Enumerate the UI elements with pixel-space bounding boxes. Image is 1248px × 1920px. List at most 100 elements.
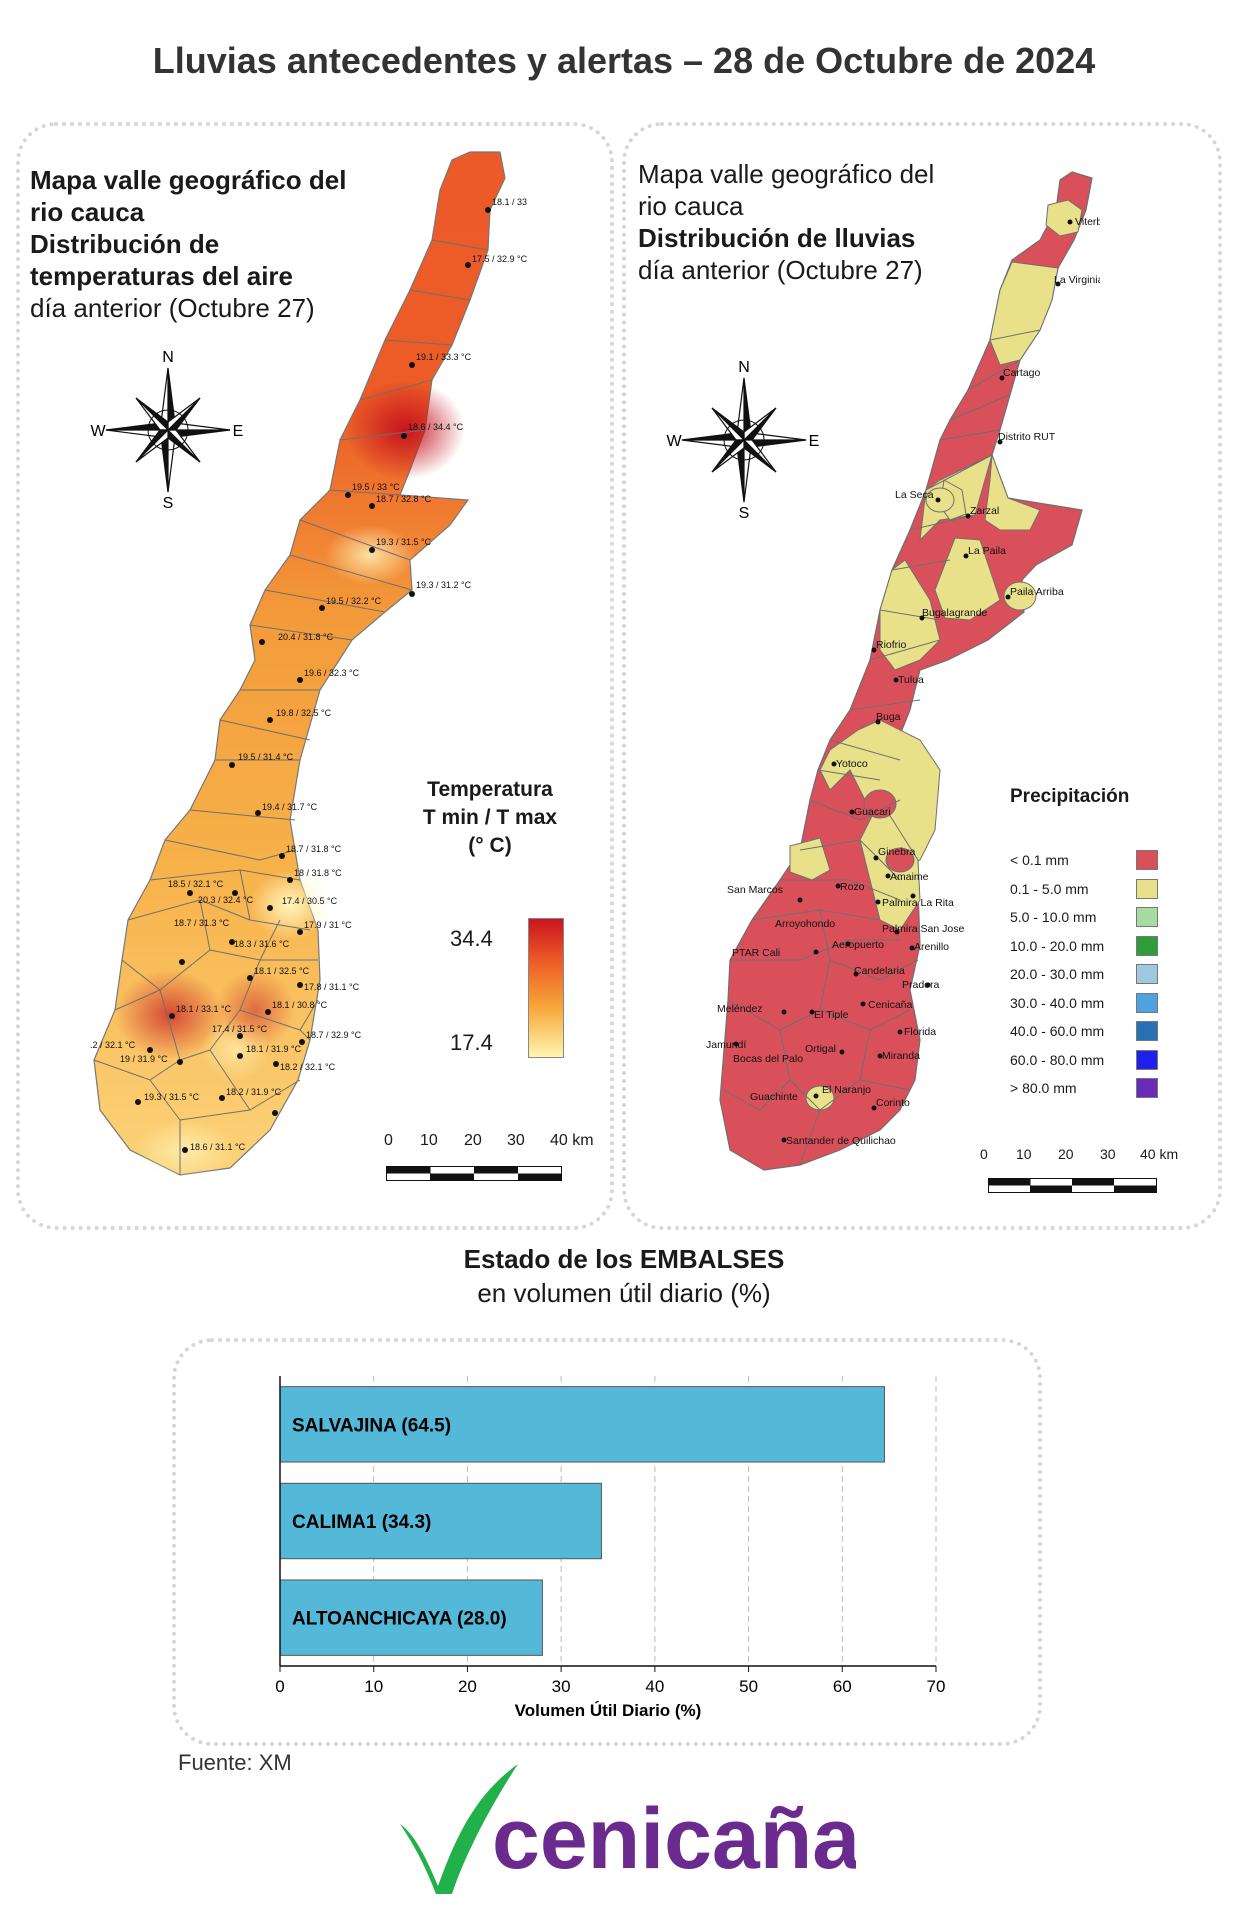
rain-legend-item: 30.0 - 40.0 mm (1010, 992, 1160, 1017)
rain-legend-label: 40.0 - 60.0 mm (1010, 1023, 1105, 1039)
temperature-map: 18.1 / 33 °C 17.5 / 32.9 °C 19.1 / 33.3 … (90, 151, 530, 1180)
station-label: 18.6 / 31.1 °C (190, 1142, 246, 1152)
reservoir-bar-chart: SALVAJINA (64.5) CALIMA1 (34.3) ALTOANCHIC… (275, 1376, 945, 1720)
station-label: 17.8 / 31.1 °C (304, 982, 360, 992)
station-label: 19.5 / 31.4 °C (238, 752, 294, 762)
station-label: 19.1 / 33.3 °C (416, 352, 472, 362)
temp-title-line3: Distribución de (30, 229, 220, 259)
place-label: La Virginia (1054, 274, 1100, 286)
place-label: Florida (904, 1026, 936, 1038)
place-label: Meléndez (717, 1003, 763, 1015)
scale-label: 10 (1016, 1146, 1032, 1162)
station-label: 20.2 / 32.1 °C (90, 1040, 136, 1050)
temp-title-line4: temperaturas del aire (30, 261, 294, 291)
x-tick-label: 50 (739, 1677, 758, 1696)
place-label: Ortigal (805, 1043, 836, 1055)
place-label: PTAR Cali (732, 947, 780, 959)
rain-legend-item: 10.0 - 20.0 mm (1010, 935, 1160, 960)
place-label: Corinto (876, 1097, 910, 1109)
temp-legend-line1: Temperatura (427, 778, 553, 801)
temp-legend-min: 17.4 (450, 1030, 493, 1055)
station-label: 18.3 / 31.6 °C (234, 939, 290, 949)
station-label: 18.2 / 32.1 °C (280, 1062, 336, 1072)
rain-legend-swatch (1136, 935, 1158, 956)
compass-e: E (233, 423, 244, 440)
station-label: 18.5 / 32.1 °C (168, 879, 224, 889)
place-label: Cartago (1003, 367, 1041, 379)
rain-legend-label: 5.0 - 10.0 mm (1010, 909, 1097, 925)
station-label: 17.4 / 30.5 °C (282, 896, 338, 906)
place-label: La Seca (895, 489, 934, 501)
place-label: Guachinte (750, 1091, 798, 1103)
x-tick-label: 60 (833, 1677, 852, 1696)
rain-legend-swatch (1136, 992, 1158, 1013)
station-label: 19.5 / 33 °C (352, 482, 400, 492)
scale-label: 20 (464, 1132, 482, 1149)
rain-legend-item: > 80.0 mm (1010, 1078, 1160, 1102)
place-label: Yotoco (836, 758, 868, 770)
rain-title-bold: Distribución de lluvias (638, 223, 916, 253)
place-label: San Marcos (727, 884, 783, 896)
rain-legend-item: 5.0 - 10.0 mm (1010, 907, 1160, 931)
station-label: 19.3 / 31.5 °C (144, 1092, 200, 1102)
rain-legend-label: 0.1 - 5.0 mm (1010, 880, 1089, 897)
compass-w: W (90, 423, 106, 440)
reservoirs-subtitle: en volumen útil diario (%) (477, 1278, 771, 1308)
rain-legend-swatch (1136, 850, 1158, 870)
place-label: Palmira La Rita (882, 897, 954, 909)
place-label: El Naranjo (822, 1084, 871, 1096)
rain-legend-item: 60.0 - 80.0 mm (1010, 1049, 1160, 1074)
place-label: La Paila (968, 545, 1006, 557)
scale-label: 30 (507, 1132, 525, 1149)
rain-legend-label: 20.0 - 30.0 mm (1010, 966, 1105, 982)
station-label: 17.9 / 31 °C (304, 920, 352, 930)
rain-legend-label: < 0.1 mm (1010, 852, 1069, 868)
x-tick-label: 10 (364, 1677, 383, 1696)
scale-label: 0 (384, 1132, 393, 1149)
station-label: 18.1 / 33 °C (492, 197, 530, 207)
place-label: Arroyohondo (775, 918, 835, 930)
place-label: Paila Arriba (1010, 586, 1064, 598)
temp-legend-max: 34.4 (450, 926, 493, 951)
temp-scale-bar (386, 1166, 562, 1181)
place-label: Palmira San Jose (882, 923, 964, 935)
temperature-map-panel (16, 122, 614, 1230)
compass-rose-icon: N S E W (90, 350, 244, 510)
rain-legend-item: 40.0 - 60.0 mm (1010, 1021, 1160, 1045)
place-label: Rozo (840, 881, 865, 893)
place-label: Candelaria (854, 965, 905, 977)
station-label: 19.3 / 31.5 °C (376, 537, 432, 547)
station-label: 18.6 / 34.4 °C (408, 422, 464, 432)
station-label: 17.4 / 31.5 °C (212, 1024, 268, 1034)
station-label: 18.1 / 33.1 °C (176, 1004, 232, 1014)
temp-legend-line3: (° C) (468, 834, 512, 857)
compass-e: E (809, 433, 820, 450)
rain-legend-item: < 0.1 mm (1010, 850, 1160, 874)
rain-title-line1: Mapa valle geográfico del (638, 159, 935, 189)
page-title: Lluvias antecedentes y alertas – 28 de O… (152, 40, 1096, 81)
cenicana-logo: cenicaña (400, 1764, 856, 1894)
station-label: 18.1 / 32.5 °C (254, 966, 310, 976)
station-label: 18.7 / 32.9 °C (306, 1030, 362, 1040)
station-label: 18.7 / 32.8 °C (376, 494, 432, 504)
rain-legend-title: Precipitación (1010, 786, 1130, 807)
temp-legend-line2: T min / T max (422, 806, 558, 829)
station-label: 19.6 / 32.3 °C (304, 668, 360, 678)
station-label: 18 / 31.8 °C (294, 868, 342, 878)
station-label: 20.4 / 31.8 °C (278, 632, 334, 642)
temp-scale-labels: 0 10 20 30 40 km (380, 1132, 610, 1152)
station-label: 19.5 / 32.2 °C (326, 596, 382, 606)
scale-label: 30 (1100, 1146, 1116, 1162)
place-label: Cenicaña (868, 999, 913, 1011)
bar (279, 1579, 543, 1656)
rain-legend-label: 10.0 - 20.0 mm (1010, 937, 1105, 954)
rain-map-panel (622, 122, 1222, 1230)
rain-legend-label: 60.0 - 80.0 mm (1010, 1051, 1105, 1068)
place-label: Viterbo (1075, 216, 1100, 228)
source-label: Fuente: XM (178, 1750, 292, 1775)
place-label: Bocas del Palo (733, 1053, 803, 1065)
rain-legend-label: 30.0 - 40.0 mm (1010, 994, 1105, 1011)
bar-label: ALTOANCHICAYA (28.0) (292, 1609, 507, 1630)
reservoirs-panel (172, 1338, 1042, 1746)
scale-label: 40 km (1140, 1146, 1179, 1162)
